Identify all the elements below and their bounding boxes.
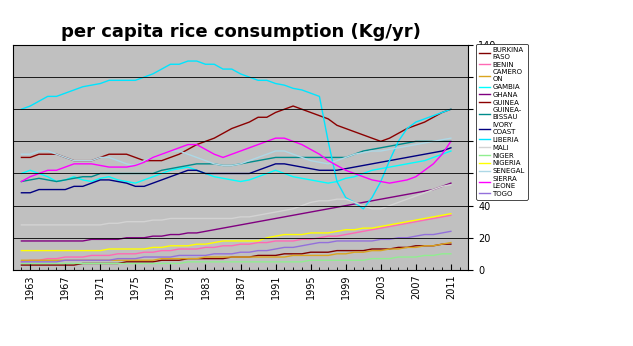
Legend: BURKINA
FASO, BENIN, CAMERO
ON, GAMBIA, GHANA, GUINEA, GUINEA-
BISSAU, IVORY
COA: BURKINA FASO, BENIN, CAMERO ON, GAMBIA, …	[477, 44, 527, 200]
Title: per capita rice consumption (Kg/yr): per capita rice consumption (Kg/yr)	[61, 22, 420, 40]
